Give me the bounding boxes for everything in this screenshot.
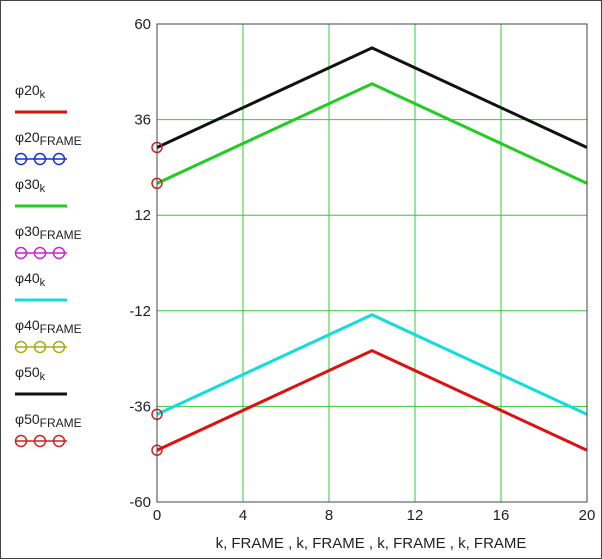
x-tick-label: 0 xyxy=(153,507,161,524)
y-tick-label: -36 xyxy=(129,398,151,415)
series-line-0 xyxy=(156,348,588,452)
legend-label-1: φ20FRAME xyxy=(15,129,82,148)
legend-swatch-marker-5 xyxy=(52,340,66,354)
legend-swatch-marker-3 xyxy=(14,246,28,260)
x-tick-label: 8 xyxy=(325,507,333,524)
series-line-4 xyxy=(156,313,588,416)
legend-label-5: φ40FRAME xyxy=(15,317,82,336)
legend-swatch-marker-5 xyxy=(14,340,28,354)
series-lines xyxy=(156,46,588,452)
legend-label-6: φ50k xyxy=(15,364,46,383)
y-tick-label: 12 xyxy=(134,207,151,224)
y-tick-label: 60 xyxy=(134,16,151,33)
x-tick-label: 12 xyxy=(407,507,424,524)
x-tick-label: 4 xyxy=(239,507,247,524)
y-tick-label: -12 xyxy=(129,303,151,320)
legend-swatch-marker-7 xyxy=(14,434,28,448)
x-tick-label: 20 xyxy=(579,507,596,524)
legend: φ20k φ20FRAME φ30k φ30FRAME φ40k φ40FRAME φ50k… xyxy=(14,82,82,448)
legend-swatch-marker-1 xyxy=(33,152,47,166)
legend-swatch-marker-7 xyxy=(33,434,47,448)
y-tick-labels: 60 36 12 -12 -36 -60 xyxy=(129,16,151,511)
y-tick-label: 36 xyxy=(134,112,151,129)
plot-border xyxy=(156,23,588,503)
legend-swatch-marker-1 xyxy=(14,152,28,166)
plot-area-border xyxy=(156,23,588,503)
legend-label-2: φ30k xyxy=(15,176,46,195)
legend-label-7: φ50FRAME xyxy=(15,411,82,430)
legend-swatch-marker-3 xyxy=(52,246,66,260)
legend-label-0: φ20k xyxy=(15,82,46,101)
legend-swatch-marker-7 xyxy=(52,434,66,448)
legend-swatch-marker-5 xyxy=(33,340,47,354)
legend-label-3: φ30FRAME xyxy=(15,223,82,242)
x-axis-label: k, FRAME , k, FRAME , k, FRAME , k, FRAM… xyxy=(216,535,527,552)
legend-swatch-marker-3 xyxy=(33,246,47,260)
legend-swatch-marker-1 xyxy=(52,152,66,166)
legend-label-4: φ40k xyxy=(15,270,46,289)
grid xyxy=(156,23,588,503)
series-line-6 xyxy=(156,46,588,149)
series-line-2 xyxy=(156,82,588,185)
x-tick-label: 16 xyxy=(493,507,510,524)
y-tick-label: -60 xyxy=(129,494,151,511)
x-tick-labels: 0 4 8 12 16 20 xyxy=(153,507,596,524)
